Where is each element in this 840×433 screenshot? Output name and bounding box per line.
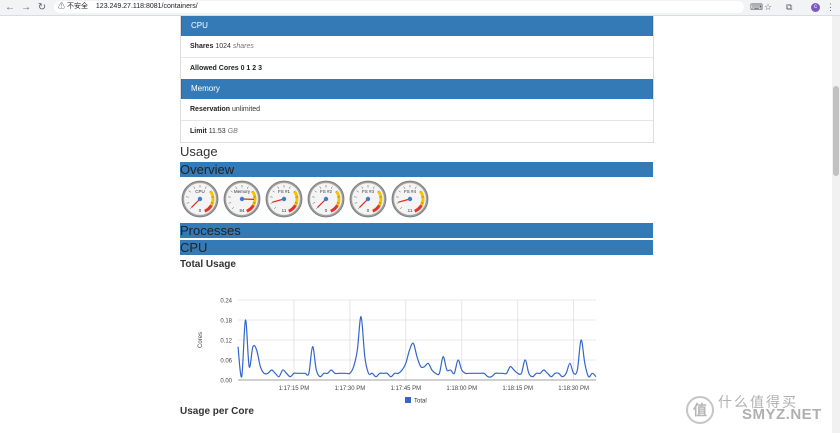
gauge-label: CPU [195, 189, 205, 194]
gauge-reading: 0 [199, 208, 202, 213]
menu-icon[interactable]: ⋮ [826, 2, 835, 12]
cpu-section-title: CPU [180, 240, 653, 255]
y-tick-label: 0.00 [220, 379, 232, 385]
y-tick-label: 0.06 [220, 359, 232, 365]
memory-panel: Memory Reservation unlimited Limit 11.53… [180, 79, 654, 143]
gauge-label: Memory [234, 189, 251, 194]
forward-icon[interactable]: → [21, 2, 31, 13]
per-core-heading: Usage per Core [180, 406, 254, 417]
x-tick-label: 1:18:15 PM [502, 386, 533, 392]
reservation-label: Reservation [190, 106, 231, 113]
allowed-cores-value: 0 1 2 3 [240, 65, 262, 72]
gauge-fs-1: FS #1 11 [265, 180, 303, 218]
gauge-label: FS #3 [362, 189, 375, 194]
x-tick-label: 1:17:45 PM [390, 386, 421, 392]
y-tick-label: 0.18 [220, 319, 232, 325]
gauge-label: FS #1 [278, 189, 291, 194]
cpu-panel: CPU Shares 1024 shares Allowed Cores 0 1… [180, 16, 654, 80]
profile-avatar[interactable]: c [811, 3, 820, 12]
gauge-reading: 84 [239, 208, 245, 213]
url-text[interactable]: 123.249.27.118:8081/containers/ [95, 3, 198, 10]
processes-title[interactable]: Processes [180, 223, 653, 238]
gauge-reading: 11 [408, 208, 413, 213]
x-tick-label: 1:17:15 PM [279, 386, 310, 392]
back-icon[interactable]: ← [5, 2, 15, 13]
cpu-panel-title: CPU [181, 16, 653, 36]
overview-title: Overview [180, 162, 653, 177]
limit-row: Limit 11.53 GB [181, 121, 653, 142]
shares-row: Shares 1024 shares [181, 36, 653, 58]
total-usage-heading: Total Usage [180, 259, 236, 270]
allowed-cores-row: Allowed Cores 0 1 2 3 [181, 58, 653, 79]
gauge-fs-2: FS #2 0 [307, 180, 345, 218]
warning-icon: ⚠ [58, 3, 67, 10]
bookmark-star-icon[interactable]: ☆ [764, 2, 773, 12]
usage-heading: Usage [180, 144, 218, 159]
gauge-reading: 11 [282, 208, 287, 213]
reload-icon[interactable]: ↻ [37, 2, 47, 13]
watermark-logo: 值 什么值得买 SMYZ.NET [686, 394, 836, 426]
gauge-fs-3: FS #3 0 [349, 180, 387, 218]
limit-value: 11.53 [208, 128, 226, 135]
shares-value: 1024 [215, 43, 231, 50]
extensions-icon[interactable]: ⧉ [786, 2, 793, 12]
security-label: 不安全 [66, 3, 88, 10]
page-scrollbar[interactable] [832, 16, 840, 433]
legend-swatch-total [405, 397, 411, 403]
gauge-label: FS #4 [404, 189, 417, 194]
y-tick-label: 0.12 [220, 339, 232, 345]
shares-label: Shares [190, 43, 214, 50]
gauge-reading: 0 [325, 208, 328, 213]
scrollbar-thumb[interactable] [833, 86, 839, 176]
series-line-total [237, 316, 597, 378]
translate-icon[interactable]: ⌨ [750, 2, 763, 12]
browser-toolbar: ← → ↻ ⚠ 不安全 123.249.27.118:8081/containe… [0, 0, 840, 16]
shares-unit: shares [232, 43, 254, 50]
limit-label: Limit [190, 128, 207, 135]
limit-unit: GB [227, 128, 238, 135]
x-tick-label: 1:18:30 PM [558, 386, 589, 392]
allowed-cores-label: Allowed Cores [190, 65, 239, 72]
gauge-label: FS #2 [320, 189, 333, 194]
gauge-fs-4: FS #4 11 [391, 180, 429, 218]
x-tick-label: 1:17:30 PM [335, 386, 366, 392]
y-tick-label: 0.24 [220, 299, 232, 305]
gauge-cpu: CPU 0 [181, 180, 219, 218]
gauge-memory: Memory 84 [223, 180, 261, 218]
address-bar[interactable]: ⚠ 不安全 123.249.27.118:8081/containers/ [54, 1, 744, 13]
chart-svg: 0.00 0.06 0.12 0.18 0.24 1:17:15 PM 1:17:30 PM… [198, 299, 597, 405]
legend-label-total: Total [414, 399, 427, 405]
gauge-reading: 0 [367, 208, 370, 213]
y-axis-label: Cores [198, 332, 204, 348]
reservation-row: Reservation unlimited [181, 99, 653, 121]
x-tick-label: 1:18:00 PM [446, 386, 477, 392]
reservation-value: unlimited [232, 106, 261, 113]
total-usage-chart: 0.00 0.06 0.12 0.18 0.24 1:17:15 PM 1:17:30 PM… [180, 263, 652, 408]
memory-panel-title: Memory [181, 79, 653, 99]
